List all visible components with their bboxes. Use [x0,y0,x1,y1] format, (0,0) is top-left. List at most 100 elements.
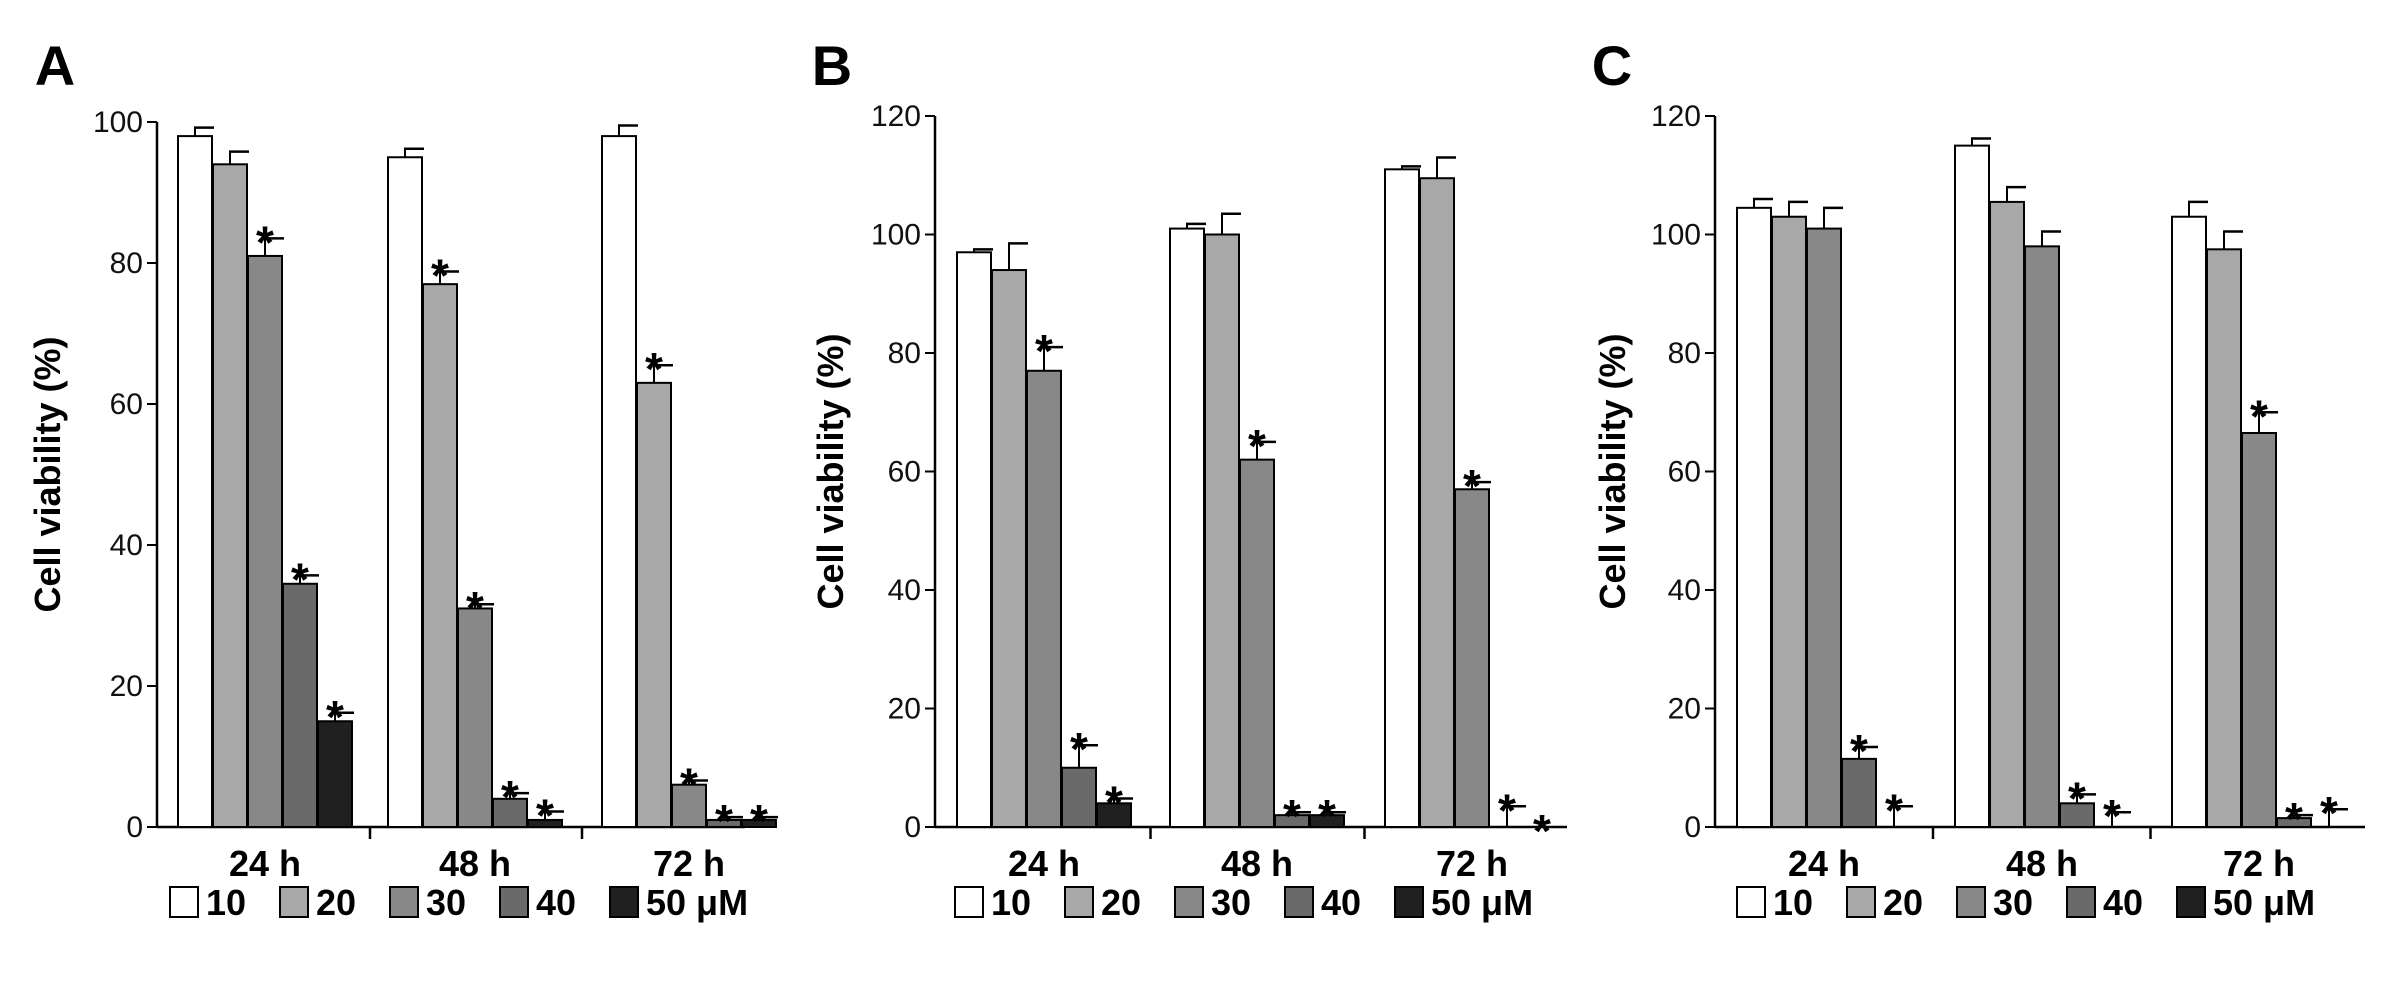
x-category-label: 48 h [1221,843,1293,884]
legend-label-30: 30 [426,882,466,923]
significance-star: * [431,249,449,301]
significance-star: * [1283,790,1301,842]
significance-star: * [750,795,768,847]
bar-A-48h-20 [422,283,458,828]
x-category-label: 72 h [1436,843,1508,884]
legend-label-20: 20 [1101,882,1141,923]
y-tick-label: 80 [1668,337,1701,370]
significance-star: * [680,758,698,810]
significance-star: * [1885,784,1903,836]
significance-star: * [2103,790,2121,842]
bar-A-72h-20 [636,381,672,828]
legend-label-30: 30 [1211,882,1251,923]
significance-star: * [1035,325,1053,377]
legend-label-30: 30 [1993,882,2033,923]
legend-swatch-40 [1284,886,1314,918]
x-category-label: 72 h [653,843,725,884]
legend-label-10: 10 [991,882,1031,923]
y-tick-label: 20 [1668,693,1701,726]
legend-swatch-40 [2066,886,2096,918]
y-tick-label: 120 [1651,100,1701,133]
significance-star: * [1463,460,1481,512]
significance-star: * [2285,793,2303,845]
x-category-label: 48 h [2006,843,2078,884]
y-axis-label: Cell viability (%) [27,336,68,612]
legend-label-40: 40 [2103,882,2143,923]
legend-label-20: 20 [1883,882,1923,923]
legend-label-10: 10 [1773,882,1813,923]
bar-A-72h-30 [671,783,707,829]
bar-C-24h-20 [1771,215,1807,829]
legend-swatch-10 [169,886,199,918]
panel-label-B: B [812,34,852,97]
bar-C-24h-30 [1806,227,1842,828]
significance-star: * [256,216,274,268]
bar-C-48h-20 [1989,200,2025,829]
bar-C-48h-30 [2024,245,2060,829]
legend-swatch-20 [279,886,309,918]
bar-A-24h-40 [282,582,318,829]
legend-label-40: 40 [1321,882,1361,923]
y-axis-label: Cell viability (%) [810,333,851,609]
panel-label-A: A [35,34,75,97]
legend-swatch-30 [1956,886,1986,918]
bar-B-72h-30 [1454,488,1490,828]
panel-label-C: C [1592,34,1632,97]
x-category-label: 24 h [1788,843,1860,884]
legend-swatch-50 [609,886,639,918]
y-tick-label: 100 [93,106,143,139]
y-tick-label: 20 [110,670,143,703]
x-category-label: 72 h [2223,843,2295,884]
significance-star: * [536,789,554,841]
legend-swatch-50 [2176,886,2206,918]
y-tick-label: 100 [1651,219,1701,252]
legend-label-40: 40 [536,882,576,923]
significance-star: * [2068,772,2086,824]
significance-star: * [1105,777,1123,829]
legend-swatch-30 [1174,886,1204,918]
significance-star: * [2320,787,2338,839]
bar-A-48h-10 [387,156,423,828]
y-tick-label: 0 [904,811,921,844]
bar-B-24h-30 [1026,369,1062,828]
bar-C-72h-20 [2206,248,2242,828]
bar-C-48h-10 [1954,144,1990,828]
significance-star: * [715,795,733,847]
bar-A-24h-20 [212,163,248,829]
legend-swatch-50 [1394,886,1424,918]
y-tick-label: 40 [888,574,921,607]
x-category-label: 48 h [439,843,511,884]
bar-C-72h-30 [2241,431,2277,828]
bar-B-48h-30 [1239,458,1275,828]
x-category-label: 24 h [1008,843,1080,884]
legend-label-20: 20 [316,882,356,923]
bar-B-72h-20 [1419,177,1455,828]
legend-label-50: 50 μM [1431,882,1533,923]
y-tick-label: 60 [110,388,143,421]
significance-star: * [1533,805,1551,857]
bar-B-48h-20 [1204,233,1240,828]
legend-swatch-40 [499,886,529,918]
bar-B-24h-10 [956,251,992,828]
y-tick-label: 60 [1668,456,1701,489]
significance-star: * [1850,725,1868,777]
significance-star: * [1070,723,1088,775]
significance-star: * [645,343,663,395]
legend-swatch-10 [954,886,984,918]
significance-star: * [1498,784,1516,836]
legend-swatch-30 [389,886,419,918]
bar-A-48h-40 [492,797,528,828]
y-axis-label: Cell viability (%) [1592,333,1633,609]
significance-star: * [326,691,344,743]
bar-B-72h-10 [1384,168,1420,828]
bar-A-24h-30 [247,254,283,828]
significance-star: * [291,553,309,605]
significance-star: * [501,771,519,823]
bar-A-48h-30 [457,607,493,829]
bar-C-72h-10 [2171,215,2207,829]
y-tick-label: 0 [1684,811,1701,844]
bar-A-24h-10 [177,135,213,829]
y-tick-label: 100 [871,219,921,252]
bar-B-24h-40 [1061,766,1097,828]
legend-label-50: 50 μM [646,882,748,923]
